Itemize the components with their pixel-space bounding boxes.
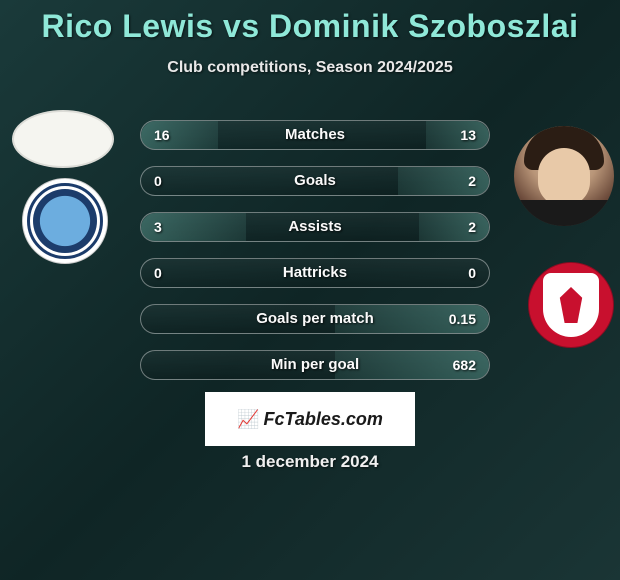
stat-row: 00Hattricks	[140, 258, 490, 288]
player-right-photo	[514, 126, 614, 226]
brand-text: FcTables.com	[264, 409, 383, 430]
stat-label: Goals per match	[140, 304, 490, 334]
stat-row: 32Assists	[140, 212, 490, 242]
stat-label: Min per goal	[140, 350, 490, 380]
face-skin-icon	[538, 148, 590, 206]
stats-panel: 1613Matches 02Goals 32Assists 00Hattricks 0.…	[140, 120, 490, 396]
stat-label: Matches	[140, 120, 490, 150]
mcfc-roundel-icon	[33, 189, 97, 253]
page-subtitle: Club competitions, Season 2024/2025	[0, 59, 620, 77]
comparison-card: Rico Lewis vs Dominik Szoboszlai Club co…	[0, 0, 620, 580]
club-right-badge	[528, 262, 614, 348]
stat-row: 1613Matches	[140, 120, 490, 150]
brand-box: 📈 FcTables.com	[205, 392, 415, 446]
page-title: Rico Lewis vs Dominik Szoboszlai	[0, 0, 620, 45]
stat-label: Hattricks	[140, 258, 490, 288]
snapshot-date: 1 december 2024	[0, 452, 620, 472]
club-left-badge	[22, 178, 108, 264]
stat-row: 02Goals	[140, 166, 490, 196]
stat-label: Goals	[140, 166, 490, 196]
player-left-photo	[12, 110, 114, 168]
stat-row: 0.15Goals per match	[140, 304, 490, 334]
stat-row: 682Min per goal	[140, 350, 490, 380]
chart-icon: 📈	[237, 409, 259, 430]
stat-label: Assists	[140, 212, 490, 242]
face-shirt-icon	[514, 200, 614, 226]
